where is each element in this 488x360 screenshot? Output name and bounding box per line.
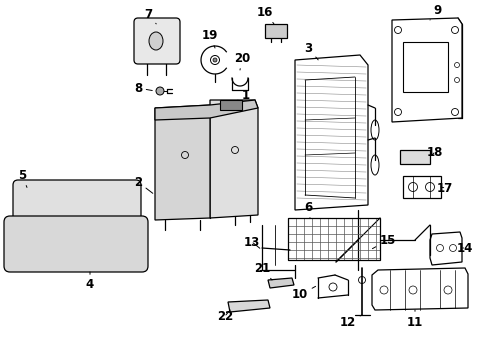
Text: 20: 20	[233, 51, 250, 70]
Ellipse shape	[156, 87, 163, 95]
Text: 16: 16	[256, 5, 273, 24]
Text: 18: 18	[426, 145, 442, 158]
Text: 5: 5	[18, 168, 27, 188]
Text: 1: 1	[234, 89, 249, 103]
FancyBboxPatch shape	[4, 216, 148, 272]
Text: 14: 14	[456, 242, 472, 255]
Text: 6: 6	[303, 201, 311, 218]
Ellipse shape	[213, 58, 217, 62]
Text: 12: 12	[339, 315, 361, 328]
Text: 3: 3	[304, 41, 318, 60]
Polygon shape	[391, 18, 461, 122]
Text: 7: 7	[143, 8, 156, 24]
Text: 13: 13	[244, 235, 260, 248]
Text: 21: 21	[253, 261, 271, 280]
Text: 15: 15	[372, 234, 395, 249]
FancyBboxPatch shape	[134, 18, 180, 64]
Text: 2: 2	[134, 176, 152, 193]
Bar	[402, 42, 447, 92]
Text: 19: 19	[202, 28, 218, 48]
Bar	[220, 100, 242, 110]
Polygon shape	[267, 278, 293, 288]
FancyBboxPatch shape	[13, 180, 141, 222]
Text: 4: 4	[86, 272, 94, 292]
Text: 17: 17	[436, 181, 452, 194]
Polygon shape	[227, 300, 269, 312]
Polygon shape	[155, 100, 258, 120]
Text: 22: 22	[217, 310, 233, 323]
Bar	[399, 150, 429, 164]
Text: 10: 10	[291, 286, 315, 302]
Ellipse shape	[149, 32, 163, 50]
Text: 9: 9	[429, 4, 441, 20]
Polygon shape	[209, 100, 258, 218]
Bar	[264, 24, 286, 38]
Text: 8: 8	[134, 81, 152, 95]
Bar	[287, 218, 379, 260]
Text: 11: 11	[406, 310, 422, 328]
Bar	[402, 176, 440, 198]
Polygon shape	[155, 105, 209, 220]
